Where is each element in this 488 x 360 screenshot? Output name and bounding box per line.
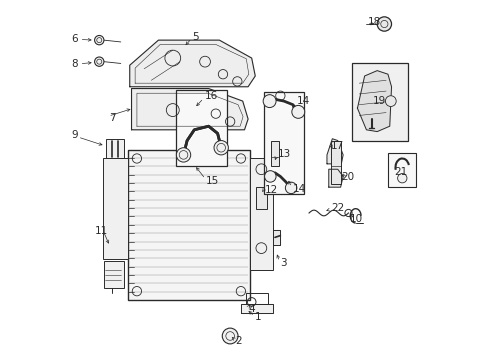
Circle shape [176, 148, 190, 162]
Circle shape [263, 95, 276, 108]
Circle shape [214, 140, 228, 155]
Bar [106, 139, 124, 158]
Text: 21: 21 [394, 167, 407, 177]
Bar [246, 293, 267, 304]
Circle shape [385, 96, 395, 107]
Bar [102, 158, 128, 259]
Circle shape [94, 57, 104, 66]
Text: 19: 19 [372, 96, 386, 106]
Text: 7: 7 [109, 113, 115, 123]
Bar [256, 187, 266, 209]
Text: 14: 14 [296, 96, 309, 106]
Text: 14: 14 [292, 184, 305, 194]
Polygon shape [357, 71, 391, 132]
Text: 17: 17 [330, 141, 344, 151]
Polygon shape [328, 169, 343, 187]
Text: 18: 18 [367, 17, 380, 27]
Circle shape [291, 105, 304, 118]
Polygon shape [273, 230, 280, 244]
Text: 6: 6 [72, 35, 78, 44]
Bar [104, 261, 123, 288]
Text: 1: 1 [255, 312, 262, 322]
Bar [271, 140, 279, 166]
Circle shape [264, 171, 276, 182]
Polygon shape [129, 40, 255, 87]
Text: 16: 16 [204, 91, 217, 102]
Polygon shape [241, 304, 273, 313]
Text: 12: 12 [265, 185, 278, 195]
Bar [351, 63, 407, 140]
Circle shape [94, 36, 104, 45]
Circle shape [285, 182, 296, 194]
Text: 9: 9 [72, 130, 78, 140]
Polygon shape [131, 89, 247, 130]
Text: 10: 10 [349, 215, 363, 224]
Circle shape [376, 17, 391, 31]
Text: 4: 4 [247, 304, 254, 314]
Text: 5: 5 [192, 32, 199, 41]
Bar [330, 140, 340, 184]
Bar [249, 158, 273, 270]
Bar [387, 153, 415, 187]
Text: 15: 15 [206, 176, 219, 186]
Text: 22: 22 [330, 203, 344, 213]
Bar [264, 92, 303, 194]
Circle shape [397, 174, 406, 183]
Polygon shape [326, 139, 343, 164]
Text: 13: 13 [277, 149, 290, 159]
Circle shape [222, 328, 238, 344]
Bar [128, 149, 249, 300]
Text: 8: 8 [72, 59, 78, 69]
Text: 2: 2 [235, 336, 242, 346]
Text: 11: 11 [94, 226, 108, 236]
Text: 20: 20 [341, 172, 354, 182]
Bar [176, 90, 226, 166]
Text: 3: 3 [280, 258, 286, 268]
